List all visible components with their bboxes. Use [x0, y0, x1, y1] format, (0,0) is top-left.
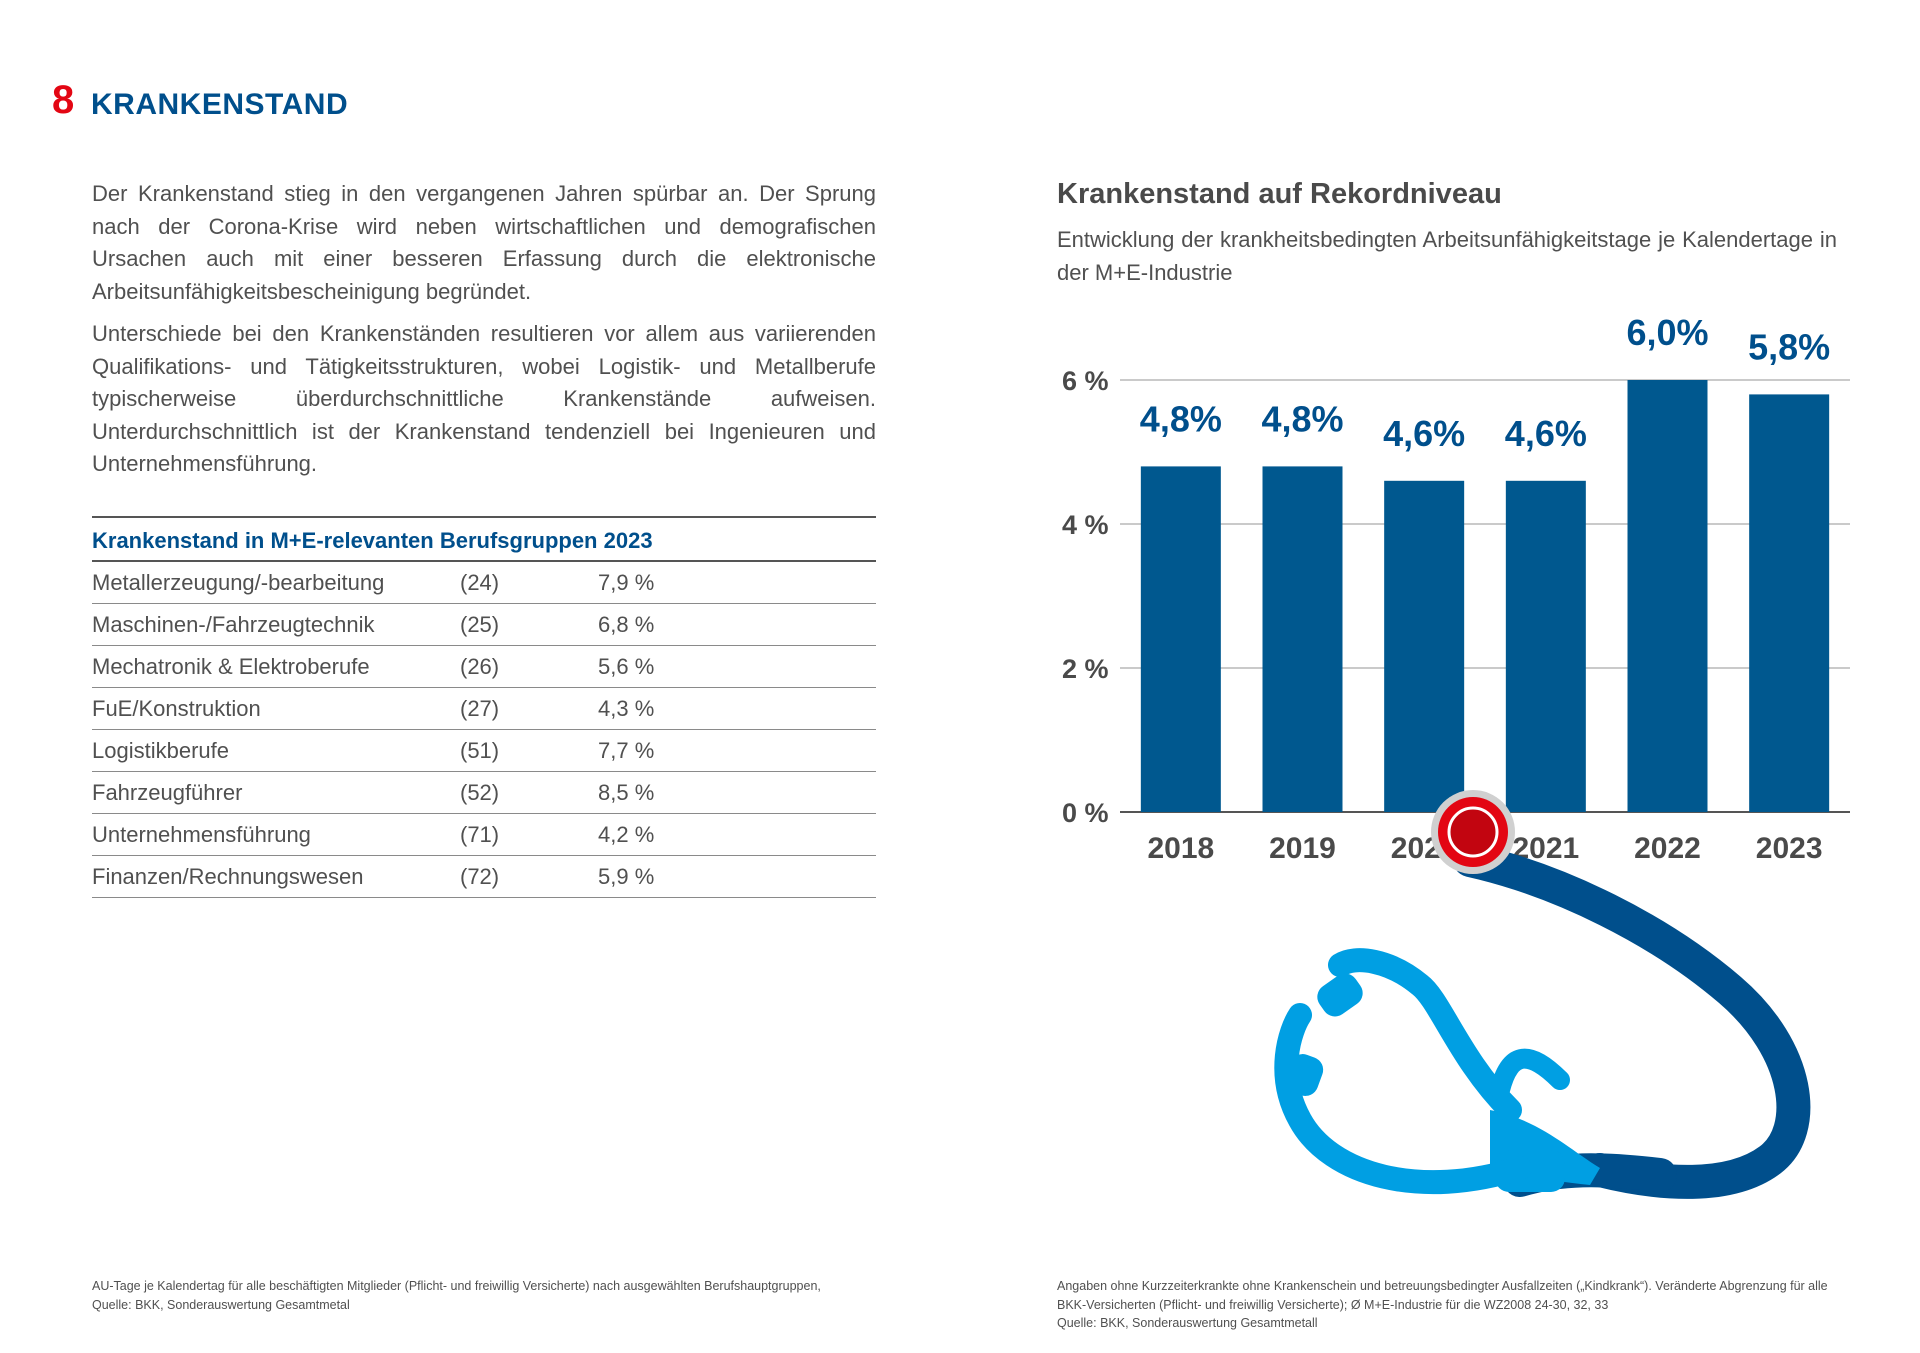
table-row: Unternehmensführung (71) 4,2 % — [92, 814, 876, 856]
row-code: (51) — [460, 738, 500, 763]
table-title: Krankenstand in M+E-relevanten Berufsgru… — [92, 516, 876, 562]
row-value: 4,3 % — [598, 696, 655, 721]
occupation-table: Krankenstand in M+E-relevanten Berufsgru… — [92, 516, 876, 898]
row-value: 4,2 % — [598, 822, 655, 847]
footnote-right-line-3: Quelle: BKK, Sonderauswertung Gesamtmeta… — [1057, 1316, 1318, 1330]
chart-subtitle: Entwicklung der krankheitsbedingten Arbe… — [1057, 227, 1837, 285]
row-code: (52) — [460, 780, 500, 805]
data-label: 4,8% — [1140, 398, 1222, 439]
table-row: Logistikberufe (51) 7,7 % — [92, 730, 876, 772]
row-name: Metallerzeugung/-bearbeitung — [92, 570, 385, 595]
y-tick-label: 2 % — [1062, 654, 1109, 684]
footnote-right-line-2: BKK-Versicherten (Pflicht- und freiwilli… — [1057, 1297, 1609, 1312]
footnote-left-line-1: AU-Tage je Kalendertag für alle beschäft… — [92, 1279, 821, 1293]
x-tick-label: 2022 — [1634, 832, 1701, 865]
row-value: 7,9 % — [598, 570, 655, 595]
row-value: 7,7 % — [598, 738, 655, 763]
table-row: Mechatronik & Elektroberufe (26) 5,6 % — [92, 646, 876, 688]
row-name: Fahrzeugführer — [92, 780, 243, 805]
chart-title: Krankenstand auf Rekordniveau — [1057, 178, 1502, 210]
row-name: Unternehmensführung — [92, 822, 311, 847]
data-label: 5,8% — [1748, 326, 1830, 367]
y-tick-label: 4 % — [1062, 510, 1109, 540]
table-row: Maschinen-/Fahrzeugtechnik (25) 6,8 % — [92, 604, 876, 646]
y-tick-label: 0 % — [1062, 798, 1109, 828]
row-code: (71) — [460, 822, 500, 847]
table-row: Metallerzeugung/-bearbeitung (24) 7,9 % — [92, 562, 876, 604]
table-row: FuE/Konstruktion (27) 4,3 % — [92, 688, 876, 730]
section-number: 8 — [52, 78, 75, 122]
intro-paragraph-1: Der Krankenstand stieg in den vergangene… — [92, 181, 876, 304]
row-code: (72) — [460, 864, 500, 889]
x-tick-label: 2018 — [1147, 832, 1214, 865]
row-name: Finanzen/Rechnungswesen — [92, 864, 364, 889]
row-value: 6,8 % — [598, 612, 655, 637]
data-label: 6,0% — [1626, 312, 1708, 353]
row-code: (26) — [460, 654, 500, 679]
row-value: 5,6 % — [598, 654, 655, 679]
footnote-right: Angaben ohne Kurzzeiterkrankte ohne Kran… — [1057, 1277, 1837, 1333]
footnote-left-line-2: Quelle: BKK, Sonderauswertung Gesamtmeta… — [92, 1297, 350, 1312]
row-value: 8,5 % — [598, 780, 655, 805]
footnote-right-line-1: Angaben ohne Kurzzeiterkrankte ohne Kran… — [1057, 1279, 1828, 1293]
bar-2022 — [1627, 380, 1708, 812]
table-row: Finanzen/Rechnungswesen (72) 5,9 % — [92, 856, 876, 898]
x-tick-label: 2023 — [1756, 832, 1823, 865]
bar-2020 — [1384, 480, 1465, 812]
row-name: Logistikberufe — [92, 738, 229, 763]
bar-2023 — [1749, 394, 1830, 812]
section-title: KRANKENSTAND — [91, 88, 349, 121]
row-code: (24) — [460, 570, 500, 595]
data-label: 4,6% — [1383, 413, 1465, 454]
x-tick-label: 2019 — [1269, 832, 1336, 865]
row-name: FuE/Konstruktion — [92, 696, 261, 721]
row-code: (27) — [460, 696, 500, 721]
row-name: Mechatronik & Elektroberufe — [92, 654, 370, 679]
data-label: 4,6% — [1505, 413, 1587, 454]
bar-2019 — [1262, 466, 1343, 812]
bar-2021 — [1505, 480, 1586, 812]
row-code: (25) — [460, 612, 500, 637]
stethoscope-icon — [1274, 790, 1811, 1199]
row-name: Maschinen-/Fahrzeugtechnik — [92, 612, 375, 637]
data-label: 4,8% — [1261, 398, 1343, 439]
table-row: Fahrzeugführer (52) 8,5 % — [92, 772, 876, 814]
row-value: 5,9 % — [598, 864, 655, 889]
y-tick-label: 6 % — [1062, 366, 1109, 396]
intro-paragraph-2: Unterschiede bei den Krankenständen resu… — [92, 321, 876, 476]
footnote-left: AU-Tage je Kalendertag für alle beschäft… — [92, 1277, 872, 1314]
bar-2018 — [1140, 466, 1221, 812]
